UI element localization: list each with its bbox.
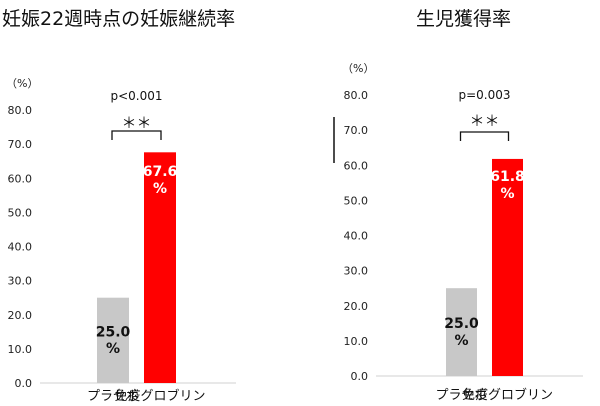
right-y-tick-label: 0.0 [351, 370, 369, 383]
left-category-label: プラセボ [87, 389, 139, 404]
left-bar-value-label: 25.0% [96, 324, 131, 357]
right-bar-placebo [446, 288, 477, 376]
left-significance-bracket [111, 130, 162, 140]
chart-right-title: 生児獲得率 [416, 8, 512, 30]
right-significance-stars: ＊＊ [469, 112, 499, 130]
left-bar-placebo [97, 297, 129, 383]
chart-left: （%） 0.0 10.0 20.0 30.0 40.0 50.0 60.0 70.0 80.0 25… [6, 77, 236, 404]
right-y-unit-label: （%） [342, 62, 374, 75]
left-bar-ivig [144, 152, 176, 383]
right-p-value: p=0.003 [458, 88, 510, 102]
left-y-tick-label: 50.0 [8, 206, 33, 219]
right-y-tick-label: 30.0 [344, 265, 369, 278]
right-y-tick-label: 50.0 [344, 194, 369, 207]
left-category-label: 免疫グロブリン [114, 388, 205, 404]
right-category-label: 免疫グロブリン [462, 387, 553, 403]
left-y-tick-label: 10.0 [8, 343, 33, 356]
right-bar-value-label: 61.8% [490, 169, 525, 202]
right-y-tick-label: 70.0 [344, 124, 369, 137]
right-significance-bracket [459, 131, 510, 141]
left-y-tick-label: 70.0 [8, 138, 33, 151]
right-bar-value-label: 25.0% [444, 316, 479, 349]
right-bar-ivig [492, 158, 523, 376]
left-y-tick-label: 0.0 [15, 377, 33, 390]
right-category-label: プラセボ [435, 388, 487, 403]
left-bar-value-label: 67.6% [143, 164, 178, 197]
left-y-tick-label: 40.0 [8, 241, 33, 254]
right-y-tick-label: 10.0 [344, 335, 369, 348]
right-y-tick-label: 40.0 [344, 230, 369, 243]
left-y-tick-label: 60.0 [8, 172, 33, 185]
left-y-unit-label: （%） [6, 77, 38, 90]
left-p-value: p<0.001 [110, 89, 162, 103]
right-y-tick-label: 60.0 [344, 159, 369, 172]
chart-left-title: 妊娠22週時点の妊娠継続率 [2, 8, 236, 30]
right-y-tick-label: 80.0 [344, 89, 369, 102]
left-y-tick-label: 20.0 [8, 309, 33, 322]
chart-right: （%） 0.0 10.0 20.0 30.0 40.0 50.0 60.0 70.0 80.0 25… [342, 62, 583, 403]
left-significance-stars: ＊＊ [121, 114, 151, 132]
left-y-tick-label: 30.0 [8, 275, 33, 288]
right-y-tick-label: 20.0 [344, 300, 369, 313]
left-y-tick-label: 80.0 [8, 104, 33, 117]
